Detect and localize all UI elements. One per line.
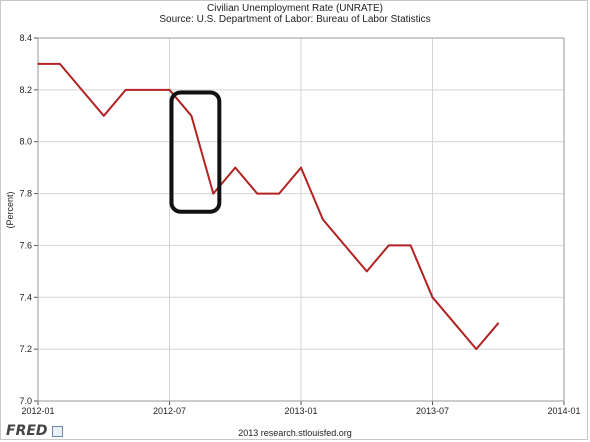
fred-logo: FRED — [6, 423, 48, 439]
plot-area-border — [37, 37, 565, 402]
x-tick-label: 2012-07 — [153, 406, 186, 416]
y-tick-label: 7.0 — [19, 396, 32, 406]
data-point — [431, 296, 434, 299]
y-tick-label: 7.2 — [19, 344, 32, 354]
x-tick-label: 2014-01 — [547, 406, 580, 416]
y-tick-label: 7.6 — [19, 240, 32, 250]
data-point — [146, 89, 149, 91]
data-point — [344, 244, 346, 247]
chart-source: Source: U.S. Department of Labor: Bureau… — [159, 14, 431, 25]
data-point — [409, 244, 412, 247]
data-point — [278, 192, 280, 195]
data-point — [475, 348, 478, 350]
data-point — [190, 114, 193, 117]
data-point — [387, 244, 390, 247]
y-tick-label: 8.4 — [19, 33, 32, 43]
footer-credit: 2013 research.stlouisfed.org — [238, 428, 352, 438]
x-tick-label: 2012-01 — [21, 406, 54, 416]
data-point — [365, 270, 368, 273]
data-point — [168, 89, 171, 91]
data-point — [81, 89, 83, 91]
data-point — [234, 166, 237, 169]
data-point — [124, 89, 127, 91]
annotation-highlight-box — [169, 90, 222, 214]
chart-title: Civilian Unemployment Rate (UNRATE) — [207, 3, 383, 14]
x-tick-label: 2013-01 — [284, 406, 317, 416]
data-point — [59, 63, 61, 65]
fred-graph-icon — [52, 426, 63, 437]
data-point — [37, 63, 39, 65]
y-tick-label: 7.4 — [19, 292, 32, 302]
data-point — [212, 192, 215, 195]
y-tick-label: 7.8 — [19, 189, 32, 199]
data-point — [102, 114, 105, 117]
data-point — [453, 322, 456, 325]
y-tick-label: 8.0 — [19, 137, 32, 147]
data-point — [322, 218, 324, 221]
x-tick-label: 2013-07 — [416, 406, 449, 416]
series-line — [38, 62, 500, 351]
data-point — [256, 192, 258, 195]
data-point — [300, 166, 302, 169]
data-point — [497, 322, 500, 325]
y-tick-label: 8.2 — [19, 85, 32, 95]
